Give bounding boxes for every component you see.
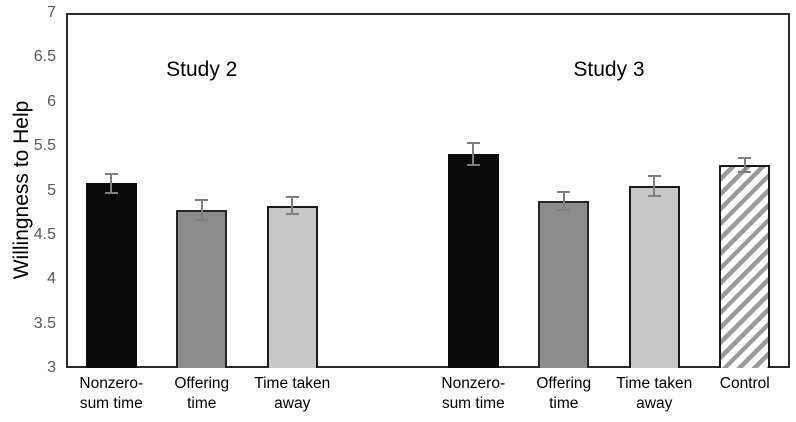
bar-lightgray (266, 205, 318, 368)
error-bar-line (472, 143, 475, 165)
error-bar-cap-bottom (647, 194, 661, 197)
error-bar-cap-top (466, 142, 480, 145)
error-bar-cap-top (104, 172, 118, 175)
error-bar-line (291, 196, 294, 215)
x-axis-label: Time taken away (616, 374, 692, 414)
x-axis-label-line: Offering (174, 375, 230, 392)
bar-black (85, 183, 137, 368)
y-axis-tick-label: 5 (47, 181, 56, 199)
x-axis-label: Offering time (536, 374, 591, 414)
x-axis-label-line: Control (719, 375, 770, 392)
error-bar-cap-top (647, 175, 661, 178)
x-axis-label-line: time (549, 395, 579, 412)
x-axis-label-line: Offering (536, 375, 592, 392)
error-bar-line (110, 173, 113, 194)
error-bar-line (562, 192, 565, 211)
y-axis-tick-label: 4.5 (33, 225, 56, 243)
x-axis-label-line: away (274, 395, 311, 412)
x-axis-label-line: time (187, 395, 217, 412)
y-axis-tick-label: 7 (47, 4, 56, 21)
y-axis-tick-label: 6.5 (33, 48, 56, 66)
x-axis-label-line: sum time (79, 395, 143, 412)
x-axis-label: Control (720, 374, 770, 394)
y-axis-tick-label: 3 (47, 359, 56, 376)
x-axis-label-line: Nonzero- (441, 375, 506, 392)
x-axis-label-line: sum time (441, 395, 505, 412)
error-bar-cap-bottom (195, 218, 209, 221)
error-bar-cap-top (285, 195, 299, 198)
error-bar-cap-bottom (557, 209, 571, 212)
error-bar-line (653, 176, 656, 196)
error-bar-line (200, 200, 203, 220)
y-axis-tick-label: 3.5 (33, 314, 56, 332)
bar-darkgray (176, 210, 228, 368)
y-axis-tick-label: 5.5 (33, 137, 56, 155)
x-axis-label: Nonzero-sum time (441, 374, 505, 414)
error-bar-cap-top (195, 199, 209, 202)
error-bar-cap-top (557, 191, 571, 194)
x-axis-label: Time taken away (254, 374, 330, 414)
bar-darkgray (538, 201, 590, 368)
x-axis-label-line: Time taken (616, 375, 693, 392)
x-axis-label-line: Nonzero- (79, 375, 144, 392)
bar-lightgray (628, 186, 680, 368)
error-bar-cap-bottom (738, 170, 752, 173)
x-axis-label: Offering time (174, 374, 229, 414)
bar-hatched (719, 164, 771, 368)
group-label: Study 2 (166, 58, 238, 81)
y-axis-tick-label: 4 (47, 270, 56, 288)
error-bar-line (743, 157, 746, 172)
bar-black (447, 154, 499, 368)
x-axis-label-line: Time taken (254, 375, 331, 392)
x-axis-label-line: away (636, 395, 673, 412)
group-label: Study 3 (573, 58, 645, 81)
error-bar-cap-bottom (104, 192, 118, 195)
error-bar-cap-bottom (466, 163, 480, 166)
x-axis-label: Nonzero-sum time (79, 374, 143, 414)
y-axis-tick-label: 6 (47, 92, 56, 110)
error-bar-cap-bottom (285, 213, 299, 216)
error-bar-cap-top (738, 156, 752, 159)
